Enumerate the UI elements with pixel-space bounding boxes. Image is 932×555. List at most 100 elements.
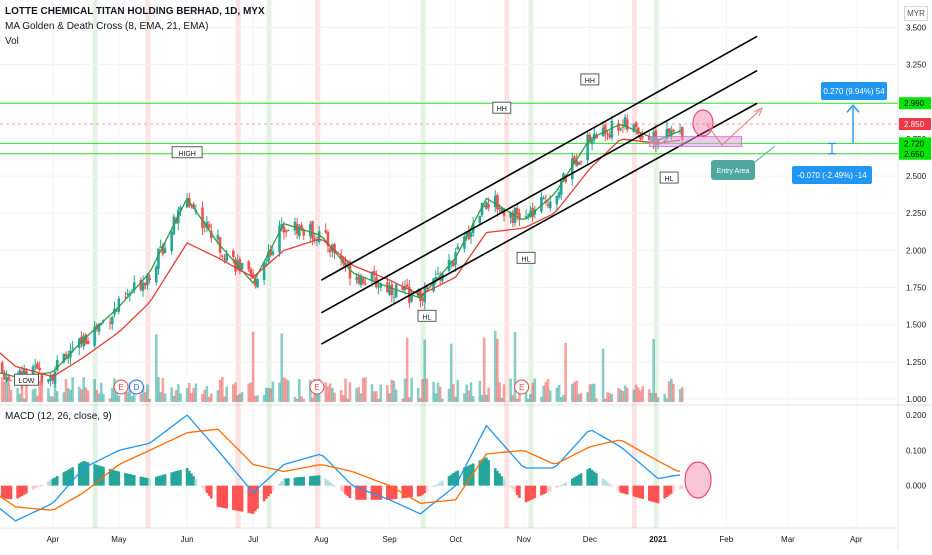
macd-histogram-bar — [570, 478, 574, 486]
volume-bar — [218, 379, 222, 402]
x-tick-label: May — [111, 535, 126, 544]
volume-bar — [128, 382, 132, 402]
volume-bar — [388, 393, 391, 402]
macd-histogram-bar — [650, 485, 653, 502]
volume-bar — [436, 382, 440, 402]
candle-body — [271, 251, 275, 255]
volume-bar — [293, 396, 297, 402]
candle-body — [148, 277, 151, 280]
candle-body — [617, 123, 620, 131]
macd-histogram-bar — [218, 485, 222, 508]
macd-histogram-bar — [49, 479, 52, 486]
y-tick-label: 1.000 — [906, 395, 927, 404]
candle-body — [619, 128, 622, 130]
currency-badge[interactable]: MYR — [904, 6, 928, 21]
macd-histogram-bar — [617, 485, 620, 491]
earnings-marker-label: E — [519, 383, 524, 392]
candle-body — [326, 232, 330, 247]
y-tick-label: 1.250 — [906, 358, 927, 367]
volume-bar — [148, 398, 151, 402]
volume-bar — [487, 387, 490, 402]
volume-bar — [225, 386, 229, 402]
candle-body — [333, 244, 336, 253]
volume-bar — [573, 382, 576, 402]
macd-histogram-bar — [130, 474, 134, 486]
volume-bar — [386, 385, 389, 402]
price-label: 2.850 — [904, 120, 925, 129]
candle-body — [601, 127, 605, 137]
volume-bar — [647, 389, 651, 402]
candle-body — [93, 326, 96, 346]
macd-histogram-bar — [18, 485, 22, 498]
volume-bar — [157, 377, 160, 402]
annotation-box — [580, 73, 600, 86]
volume-bar — [278, 382, 281, 402]
candle-body — [82, 335, 85, 347]
macd-histogram-bar — [357, 485, 361, 500]
y-tick-label: 2.000 — [906, 246, 927, 255]
x-tick-label: Jul — [248, 535, 258, 544]
macd-histogram-bar — [97, 465, 101, 486]
candles — [0, 114, 684, 389]
x-tick-label: 2021 — [649, 535, 667, 544]
macd-histogram-bar — [269, 485, 273, 494]
volume-bar — [361, 377, 365, 402]
indicator-label: MA Golden & Death Cross (8, EMA, 21, EMA… — [5, 21, 209, 32]
candle-body — [86, 340, 90, 345]
price-label-box — [899, 137, 931, 150]
candle-body — [31, 366, 35, 381]
measure-up-box — [821, 82, 887, 100]
volume-bar — [375, 391, 378, 402]
volume-bar — [526, 398, 530, 402]
annotation-label: LOW — [18, 378, 34, 385]
volume-bar — [454, 396, 457, 402]
volume-bar — [69, 389, 72, 402]
x-tick-label: Mar — [781, 535, 795, 544]
macd-histogram-bar — [619, 485, 622, 493]
y-tick-label: 1.500 — [906, 321, 927, 330]
volume-bar — [93, 379, 96, 402]
macd-histogram-bar — [298, 477, 301, 486]
macd-histogram-bar — [425, 485, 429, 492]
volume-bar — [452, 384, 455, 402]
candle-body — [234, 259, 237, 272]
macd-histogram-bar — [309, 476, 312, 486]
macd-histogram-bar — [372, 485, 376, 500]
volume-bar — [449, 343, 453, 402]
macd-histogram-bar — [159, 475, 162, 486]
macd-histogram-bar — [436, 483, 440, 486]
candle-body — [667, 128, 671, 134]
volume-bar — [141, 385, 145, 402]
candle-body — [394, 284, 398, 297]
candle-body — [377, 286, 380, 288]
golden-cross-band — [92, 0, 98, 528]
volume-bar — [49, 395, 52, 402]
candle-body — [570, 158, 574, 180]
macd-histogram-bar — [220, 485, 224, 508]
macd-histogram-bar — [317, 475, 321, 486]
volume-bar — [223, 396, 226, 402]
volume-bar — [392, 380, 396, 402]
candle-body — [364, 283, 367, 285]
candle-body — [357, 276, 361, 284]
golden-cross-band — [653, 0, 659, 528]
candle-body — [546, 204, 550, 207]
candle-body — [672, 129, 675, 132]
volume-bar — [588, 384, 592, 402]
macd-histogram-bar — [311, 475, 314, 486]
macd-histogram-bar — [300, 476, 303, 486]
macd-histogram-bar — [542, 485, 545, 495]
macd-histogram-bar — [176, 470, 180, 486]
macd-histogram-bar — [20, 485, 24, 497]
volume-bar — [269, 388, 273, 402]
macd-histogram-bar — [681, 485, 684, 490]
macd-histogram-bar — [529, 485, 532, 501]
volume-bar — [575, 380, 578, 402]
macd-histogram-bar — [154, 476, 158, 486]
macd-histogram-bar — [265, 485, 268, 499]
candle-body — [132, 282, 136, 291]
candle-body — [361, 278, 365, 284]
volume-bar — [80, 389, 83, 402]
volume-bar — [170, 387, 173, 402]
